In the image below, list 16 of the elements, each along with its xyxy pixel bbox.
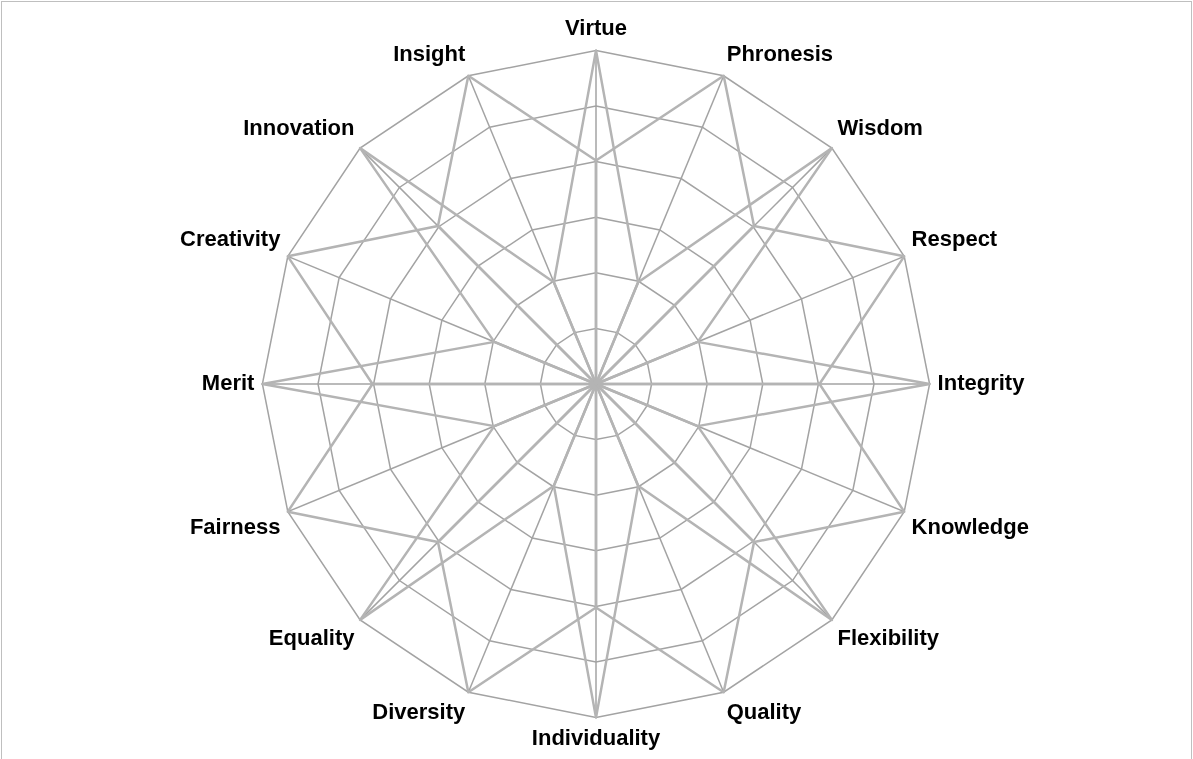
spoke-label: Equality: [268, 624, 356, 650]
spoke-label: Phronesis: [726, 41, 834, 67]
spoke-label: Merit: [201, 370, 256, 396]
spoke-label: Wisdom: [837, 115, 923, 141]
spoke-label: Knowledge: [911, 513, 1029, 539]
spoke-label: Insight: [393, 41, 466, 67]
spoke-label: Innovation: [243, 115, 355, 141]
spoke-label: Individuality: [531, 724, 661, 750]
spoke-label: Quality: [726, 698, 803, 724]
spoke-label: Respect: [911, 226, 998, 252]
spoke-label: Flexibility: [837, 624, 940, 650]
spoke-label: Diversity: [372, 698, 467, 724]
spoke-label: Creativity: [180, 226, 282, 252]
spoke-label: Integrity: [937, 370, 1026, 396]
spoke-label: Fairness: [189, 513, 281, 539]
spoke-label: Virtue: [565, 15, 627, 41]
